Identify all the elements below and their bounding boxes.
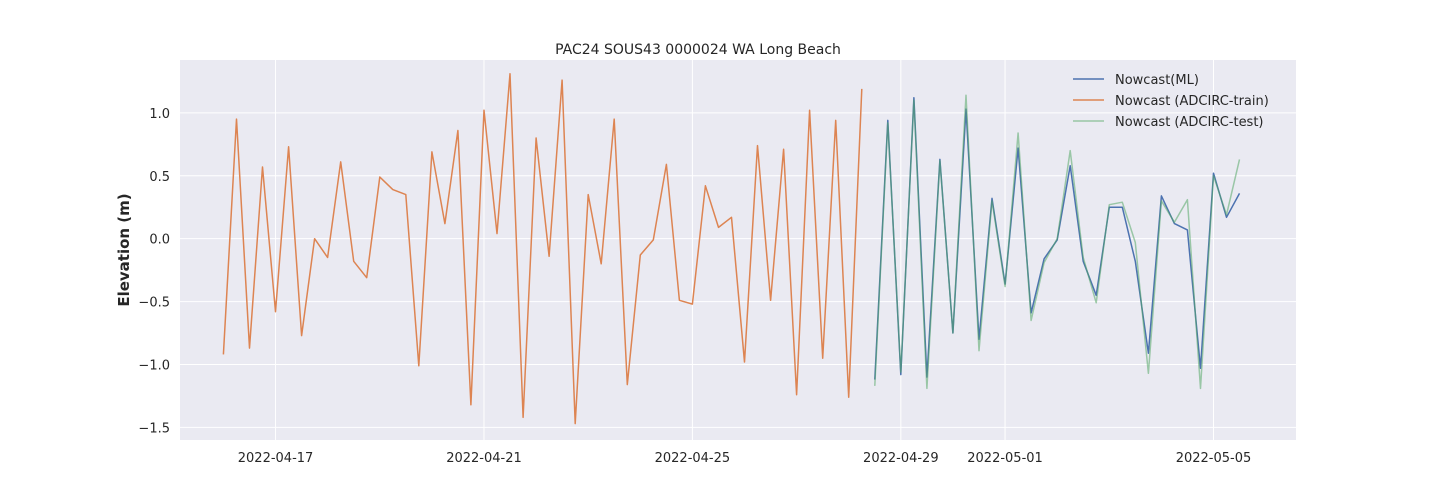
x-tick-label: 2022-04-17	[238, 451, 314, 466]
y-tick-labels: 1.0 0.5 0.0 −0.5 −1.0 −1.5	[138, 107, 170, 437]
x-tick-label: 2022-04-21	[446, 451, 522, 466]
y-tick-label: −0.5	[138, 296, 170, 311]
y-tick-label: 0.5	[149, 170, 170, 185]
legend: Nowcast(ML) Nowcast (ADCIRC-train) Nowcast…	[1073, 73, 1269, 130]
series-line	[222, 73, 863, 425]
plot-background	[180, 60, 1296, 440]
y-axis-label: Elevation (m)	[115, 193, 133, 306]
y-tick-label: 1.0	[149, 107, 170, 122]
x-tick-label: 2022-05-05	[1176, 451, 1252, 466]
x-tick-label: 2022-04-25	[655, 451, 731, 466]
x-tick-label: 2022-04-29	[863, 451, 939, 466]
y-tick-label: 0.0	[149, 233, 170, 248]
x-tick-label: 2022-05-01	[967, 451, 1043, 466]
legend-entry: Nowcast (ADCIRC-train)	[1115, 94, 1269, 109]
series-lines	[222, 73, 1241, 425]
series-line	[874, 94, 1241, 390]
y-gridlines	[180, 112, 1296, 428]
chart-title: PAC24 SOUS43 0000024 WA Long Beach	[555, 42, 841, 58]
y-tick-label: −1.5	[138, 421, 170, 436]
y-tick-label: −1.0	[138, 359, 170, 374]
legend-entry: Nowcast(ML)	[1115, 73, 1199, 88]
x-tick-labels: 2022-04-17 2022-04-21 2022-04-25 2022-04-29…	[238, 451, 1252, 466]
legend-entry: Nowcast (ADCIRC-test)	[1115, 115, 1264, 130]
